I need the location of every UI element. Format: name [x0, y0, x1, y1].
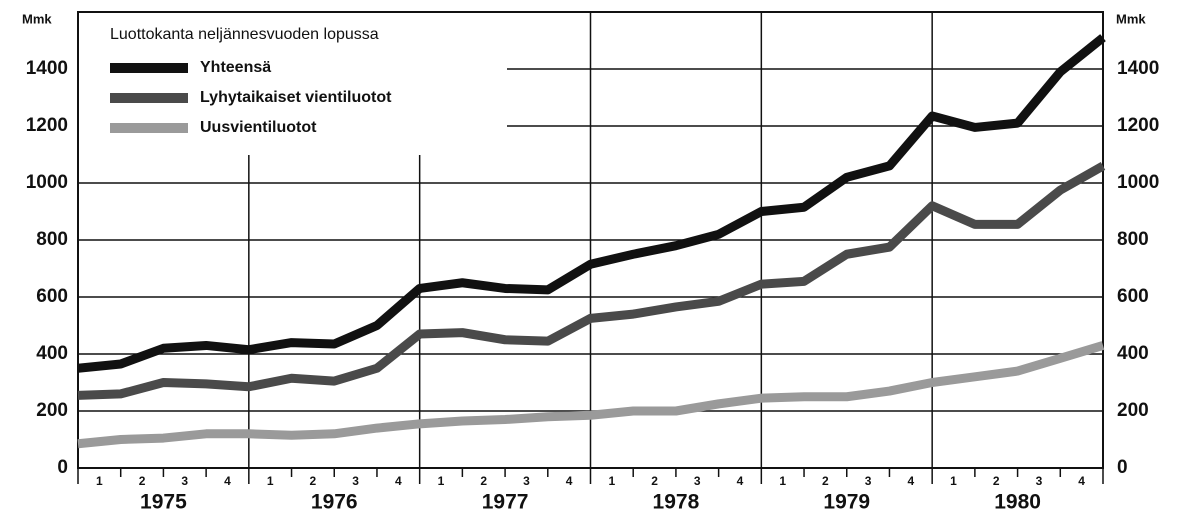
- quarter-label: 4: [737, 474, 744, 488]
- series-line: [77, 34, 1106, 373]
- legend-title: Luottokanta neljännesvuoden lopussa: [110, 26, 379, 43]
- y-tick-label: 1000: [26, 172, 68, 193]
- series-line: [77, 341, 1105, 449]
- y-tick-label: 400: [36, 343, 68, 364]
- quarter-label: 1: [96, 474, 103, 488]
- y-label: Mmk: [22, 11, 52, 26]
- quarter-label: 2: [139, 474, 146, 488]
- legend-label: Lyhytaikaiset vientiluotot: [200, 89, 392, 106]
- quarter-label: 4: [224, 474, 231, 488]
- quarter-label: 3: [694, 474, 701, 488]
- y2-tick-label: 1400: [1117, 58, 1159, 79]
- legend-label: Yhteensä: [200, 59, 271, 76]
- y2-tick-label: 1000: [1117, 172, 1159, 193]
- quarter-label: 2: [480, 474, 487, 488]
- year-label: 1978: [653, 491, 700, 514]
- quarter-label: 4: [395, 474, 402, 488]
- y2-tick-label: 800: [1117, 229, 1149, 250]
- y2-tick-label: 200: [1117, 400, 1149, 421]
- y2-label: Mmk: [1116, 11, 1146, 26]
- quarter-label: 3: [181, 474, 188, 488]
- quarter-label: 4: [1078, 474, 1085, 488]
- quarter-label: 1: [267, 474, 274, 488]
- quarter-label: 1: [609, 474, 616, 488]
- y2-tick-label: 0: [1117, 457, 1128, 478]
- quarter-label: 4: [907, 474, 914, 488]
- y-tick-label: 200: [36, 400, 68, 421]
- year-label: 1980: [994, 491, 1041, 514]
- quarter-label: 3: [523, 474, 530, 488]
- y2-tick-label: 400: [1117, 343, 1149, 364]
- y-tick-label: 1400: [26, 58, 68, 79]
- series-line: [77, 161, 1106, 400]
- quarter-label: 4: [566, 474, 573, 488]
- quarter-label: 2: [822, 474, 829, 488]
- quarter-label: 3: [352, 474, 359, 488]
- year-label: 1979: [823, 491, 870, 514]
- y-tick-label: 1200: [26, 115, 68, 136]
- legend-label: Uusvientiluotot: [200, 119, 317, 136]
- y2-tick-label: 1200: [1117, 115, 1159, 136]
- year-label: 1976: [311, 491, 358, 514]
- plot-frame: [77, 11, 1104, 469]
- y-tick-label: 0: [57, 457, 68, 478]
- quarter-label: 2: [651, 474, 658, 488]
- quarter-label: 1: [950, 474, 957, 488]
- y-tick-label: 600: [36, 286, 68, 307]
- quarter-label: 3: [1036, 474, 1043, 488]
- y2-tick-label: 600: [1117, 286, 1149, 307]
- quarter-label: 1: [779, 474, 786, 488]
- quarter-label: 2: [310, 474, 317, 488]
- year-label: 1977: [482, 491, 529, 514]
- year-label: 1975: [140, 491, 187, 514]
- quarter-label: 1: [438, 474, 445, 488]
- y-tick-label: 800: [36, 229, 68, 250]
- quarter-label: 2: [993, 474, 1000, 488]
- quarter-label: 3: [865, 474, 872, 488]
